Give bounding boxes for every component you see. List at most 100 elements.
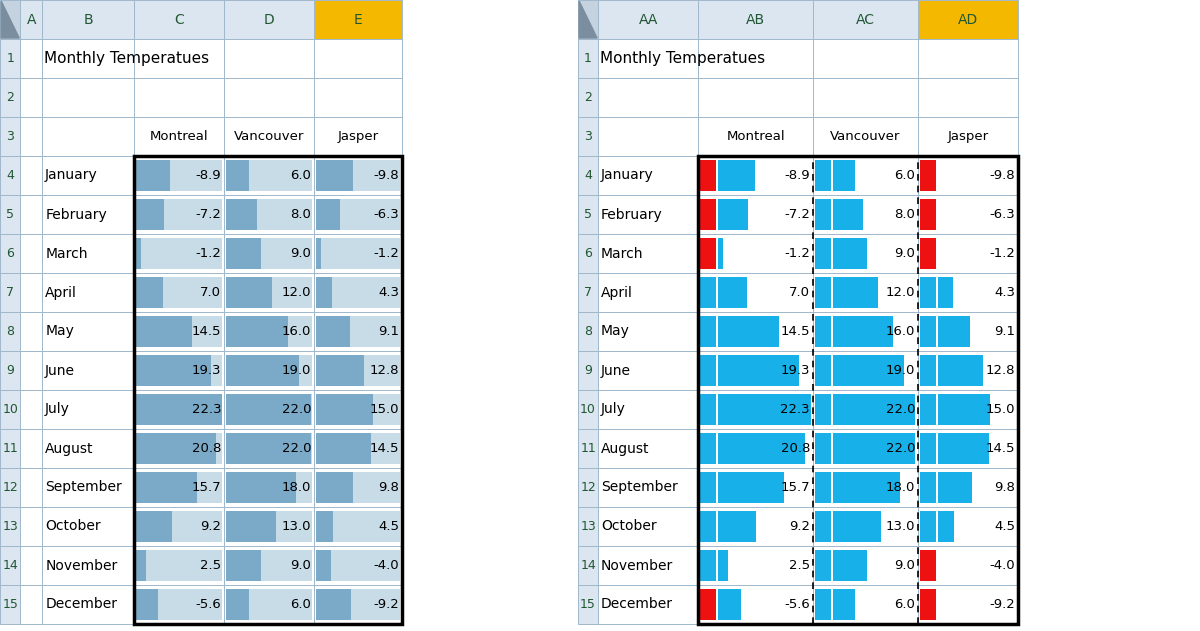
Text: 9.1: 9.1 [378, 325, 400, 338]
Text: October: October [46, 519, 101, 533]
Bar [136, 472, 222, 503]
Text: 4: 4 [584, 169, 592, 182]
Bar [134, 273, 224, 312]
Bar [0, 156, 20, 195]
Bar [316, 433, 400, 464]
Bar [598, 585, 698, 624]
Bar [136, 511, 172, 542]
Bar [815, 316, 832, 347]
Text: B: B [83, 13, 92, 27]
Bar [815, 238, 832, 269]
Text: September: September [601, 480, 678, 495]
Bar [938, 277, 953, 308]
Bar [920, 277, 936, 308]
Text: -1.2: -1.2 [784, 247, 810, 260]
Bar [20, 0, 42, 39]
Bar [815, 472, 832, 503]
Bar [918, 312, 1018, 351]
Bar [134, 156, 224, 195]
Text: Vancouver: Vancouver [830, 130, 901, 143]
Bar [42, 390, 134, 429]
Bar [136, 394, 222, 425]
Bar [718, 160, 755, 191]
Text: AC: AC [856, 13, 875, 27]
Text: 5: 5 [6, 208, 14, 221]
Text: -9.8: -9.8 [373, 169, 400, 182]
Bar [136, 355, 210, 386]
Bar [20, 39, 42, 78]
Bar [226, 277, 272, 308]
Text: 7.0: 7.0 [200, 286, 221, 299]
Text: 2: 2 [6, 91, 14, 104]
Bar [316, 355, 365, 386]
Text: 20.8: 20.8 [781, 442, 810, 455]
Bar [136, 277, 222, 308]
Bar [134, 312, 224, 351]
Bar [226, 316, 312, 347]
Text: 9.8: 9.8 [994, 481, 1015, 494]
Bar [814, 468, 918, 507]
Bar [698, 546, 814, 585]
Bar [226, 238, 260, 269]
Text: 8: 8 [584, 325, 592, 338]
Bar [20, 507, 42, 546]
Text: 16.0: 16.0 [282, 325, 311, 338]
Bar [578, 312, 598, 351]
Text: 4.3: 4.3 [994, 286, 1015, 299]
Bar [920, 550, 936, 581]
Bar [814, 78, 918, 117]
Text: AA: AA [638, 13, 658, 27]
Bar [0, 0, 20, 39]
Text: December: December [601, 598, 673, 611]
Bar [134, 390, 224, 429]
Bar [815, 550, 832, 581]
Text: April: April [601, 285, 632, 300]
Bar [226, 199, 257, 230]
Bar [920, 199, 936, 230]
Bar [920, 238, 936, 269]
Text: 3: 3 [584, 130, 592, 143]
Text: -7.2: -7.2 [784, 208, 810, 221]
Bar [224, 234, 314, 273]
Text: 10: 10 [580, 403, 596, 416]
Bar [42, 156, 134, 195]
Text: AD: AD [958, 13, 978, 27]
Bar [918, 273, 1018, 312]
Bar [0, 390, 20, 429]
Bar [815, 394, 832, 425]
Bar [698, 429, 814, 468]
Text: January: January [46, 168, 98, 182]
Text: 15.7: 15.7 [192, 481, 221, 494]
Bar [316, 160, 400, 191]
Bar [136, 472, 197, 503]
Bar [598, 390, 698, 429]
Bar [224, 312, 314, 351]
Bar [314, 507, 402, 546]
Bar [698, 195, 814, 234]
Bar [134, 429, 224, 468]
Bar [718, 277, 748, 308]
Bar [136, 199, 164, 230]
Text: November: November [46, 558, 118, 572]
Text: -5.6: -5.6 [196, 598, 221, 611]
Bar [918, 390, 1018, 429]
Text: 12.8: 12.8 [985, 364, 1015, 377]
Bar [833, 355, 904, 386]
Text: AB: AB [746, 13, 766, 27]
Bar [598, 429, 698, 468]
Bar [136, 160, 222, 191]
Bar [134, 585, 224, 624]
Text: 19.0: 19.0 [282, 364, 311, 377]
Bar [700, 316, 716, 347]
Text: Jasper: Jasper [948, 130, 989, 143]
Bar [136, 433, 222, 464]
Bar [578, 468, 598, 507]
Text: 15.0: 15.0 [370, 403, 400, 416]
Text: 7: 7 [6, 286, 14, 299]
Bar [224, 156, 314, 195]
Text: 6.0: 6.0 [894, 169, 916, 182]
Bar [316, 550, 331, 581]
Bar [920, 589, 936, 620]
Text: -1.2: -1.2 [196, 247, 221, 260]
Bar [314, 156, 402, 195]
